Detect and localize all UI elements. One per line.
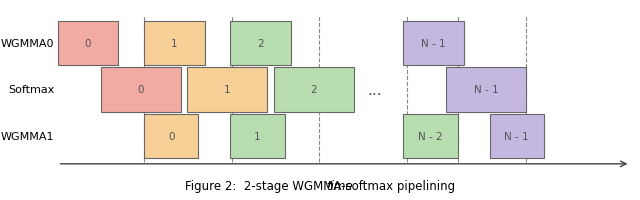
Text: WGMMA0: WGMMA0 xyxy=(1,39,54,49)
Text: 0: 0 xyxy=(168,131,175,141)
Text: 2: 2 xyxy=(310,85,317,95)
Bar xyxy=(447,68,526,112)
Bar xyxy=(187,68,268,112)
Text: 0: 0 xyxy=(84,39,92,49)
Text: ...: ... xyxy=(367,83,381,97)
Bar xyxy=(490,114,544,158)
Text: Softmax: Softmax xyxy=(8,85,54,95)
Bar xyxy=(58,22,118,66)
Text: WGMMA1: WGMMA1 xyxy=(1,131,54,141)
Text: N - 2: N - 2 xyxy=(418,131,443,141)
Bar xyxy=(403,22,464,66)
Text: 0: 0 xyxy=(138,85,144,95)
Text: N - 1: N - 1 xyxy=(504,131,529,141)
Bar xyxy=(403,114,458,158)
Bar xyxy=(230,22,291,66)
Text: 1: 1 xyxy=(224,85,230,95)
Text: N - 1: N - 1 xyxy=(421,39,446,49)
Text: time: time xyxy=(326,180,353,192)
Bar xyxy=(101,68,180,112)
Bar xyxy=(274,68,354,112)
Text: 1: 1 xyxy=(171,39,178,49)
Bar xyxy=(144,22,205,66)
Bar xyxy=(230,114,285,158)
Bar xyxy=(144,114,198,158)
Text: 1: 1 xyxy=(254,131,261,141)
Text: Figure 2:  2-stage WGMMA-softmax pipelining: Figure 2: 2-stage WGMMA-softmax pipelini… xyxy=(185,179,455,192)
Text: 2: 2 xyxy=(257,39,264,49)
Text: N - 1: N - 1 xyxy=(474,85,499,95)
